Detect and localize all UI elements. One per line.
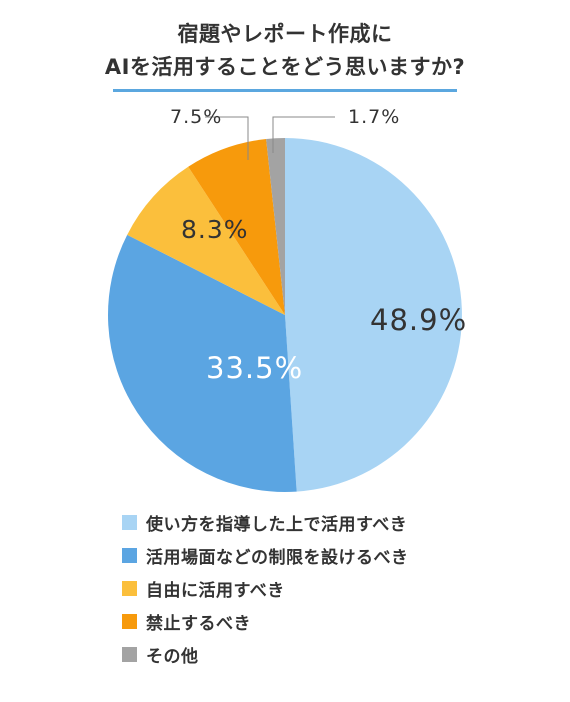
legend-swatch: [122, 548, 137, 563]
leader-line-5: [272, 116, 335, 153]
legend-label: 活用場面などの制限を設けるべき: [146, 548, 409, 568]
leader-line-4: [205, 116, 249, 160]
legend-item-2: 活用場面などの制限を設けるべき: [122, 539, 409, 572]
legend-label: その他: [146, 647, 199, 667]
legend-swatch: [122, 647, 137, 662]
chart-title: 宿題やレポート作成に AIを活用することをどう思いますか?: [0, 18, 570, 84]
data-label-1: 48.9%: [370, 303, 467, 337]
data-label-2: 33.5%: [206, 351, 303, 385]
title-underline: [113, 89, 457, 92]
legend-item-3: 自由に活用すべき: [122, 572, 409, 605]
title-line-1: 宿題やレポート作成に: [177, 22, 393, 46]
legend-item-1: 使い方を指導した上で活用すべき: [122, 506, 409, 539]
legend-label: 自由に活用すべき: [146, 581, 285, 601]
legend-swatch: [122, 614, 137, 629]
legend: 使い方を指導した上で活用すべき 活用場面などの制限を設けるべき 自由に活用すべき 禁止…: [122, 506, 409, 671]
data-label-3: 8.3%: [181, 215, 249, 244]
legend-swatch: [122, 515, 137, 530]
pie-slice-5: [266, 138, 285, 315]
legend-swatch: [122, 581, 137, 596]
legend-label: 禁止するべき: [146, 614, 251, 634]
pie-slice-1: [285, 138, 462, 492]
legend-label: 使い方を指導した上で活用すべき: [146, 515, 408, 535]
pie-slice-4: [188, 139, 285, 315]
legend-item-5: その他: [122, 638, 409, 671]
legend-item-4: 禁止するべき: [122, 605, 409, 638]
data-label-5: 1.7%: [348, 106, 400, 128]
title-line-2: AIを活用することをどう思いますか?: [104, 55, 466, 79]
pie-slice-2: [108, 234, 297, 492]
data-label-4: 7.5%: [170, 106, 222, 128]
pie-slice-3: [127, 166, 285, 315]
